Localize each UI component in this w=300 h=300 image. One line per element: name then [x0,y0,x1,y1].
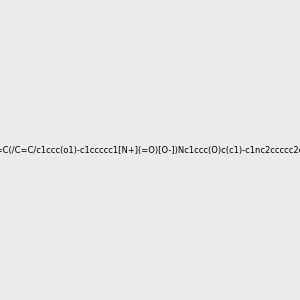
Text: O=C(/C=C/c1ccc(o1)-c1ccccc1[N+](=O)[O-])Nc1ccc(O)c(c1)-c1nc2ccccc2o1: O=C(/C=C/c1ccc(o1)-c1ccccc1[N+](=O)[O-])… [0,146,300,154]
